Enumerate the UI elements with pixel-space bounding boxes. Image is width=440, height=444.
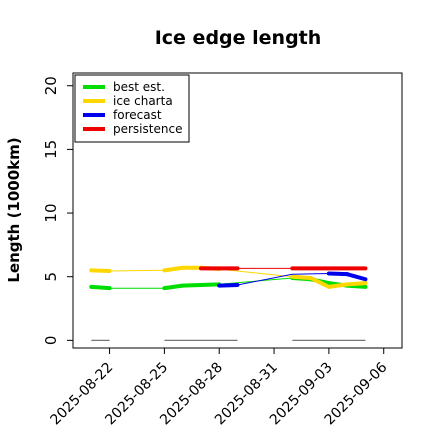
y-tick-label: 5 <box>42 272 60 282</box>
series-segment <box>162 265 185 273</box>
series-segment <box>180 282 203 288</box>
series-segment <box>162 283 185 291</box>
plot-frame <box>72 72 403 349</box>
y-tick-label: 15 <box>42 140 60 159</box>
legend-label: best est. <box>113 80 165 94</box>
legend-label: forecast <box>113 108 162 122</box>
series-segment <box>89 284 112 291</box>
series-segment <box>217 282 240 288</box>
series-segment <box>89 268 112 273</box>
series-segment <box>290 274 313 280</box>
series-segment <box>345 272 368 282</box>
series-segment <box>308 275 331 289</box>
legend-label: ice charta <box>113 94 173 108</box>
series-segment <box>326 282 350 289</box>
series-segment <box>326 271 350 277</box>
series-segment <box>198 282 222 287</box>
legend-label: persistence <box>113 122 182 136</box>
chart-title: Ice edge length <box>155 27 322 49</box>
y-tick-label: 10 <box>42 203 60 222</box>
y-tick-label: 20 <box>42 76 60 95</box>
y-axis-label: Length (1000km) <box>5 137 23 282</box>
series-segment <box>345 281 368 287</box>
y-tick-label: 0 <box>42 336 60 346</box>
